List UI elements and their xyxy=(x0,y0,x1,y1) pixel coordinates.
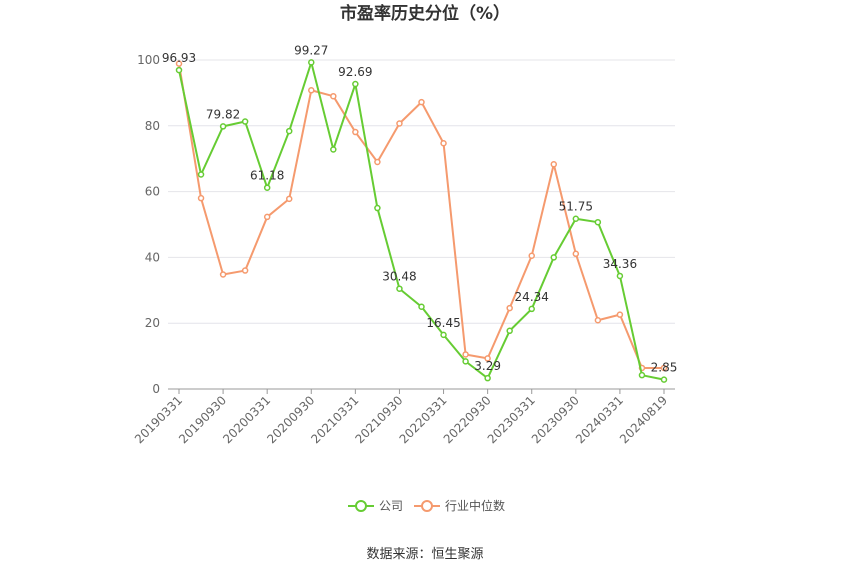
industry-median-point[interactable] xyxy=(418,98,425,106)
company-point[interactable] xyxy=(506,327,513,335)
industry-median-point[interactable] xyxy=(197,194,205,202)
industry-median-point[interactable] xyxy=(219,271,227,278)
industry-median-point[interactable] xyxy=(660,364,668,372)
series-layer xyxy=(175,59,668,383)
industry-median-point[interactable] xyxy=(396,120,403,127)
company-data-label: 2.85 xyxy=(651,361,678,375)
company-data-label: 61.18 xyxy=(250,169,284,183)
industry-median-point[interactable] xyxy=(484,355,491,362)
legend-industry-marker-icon xyxy=(421,500,433,512)
series-company xyxy=(175,59,668,383)
company-point[interactable] xyxy=(638,371,646,379)
company-data-label: 3.29 xyxy=(474,359,501,373)
industry-median-line xyxy=(178,63,664,369)
data-source: 数据来源：恒生聚源 xyxy=(366,547,483,562)
y-tick-label: 40 xyxy=(145,250,160,264)
company-point[interactable] xyxy=(616,272,624,280)
industry-median-point[interactable] xyxy=(462,351,469,358)
x-axis: 2019033120190930202003312020093020210331… xyxy=(132,388,675,446)
company-data-label: 51.75 xyxy=(559,200,593,214)
company-point[interactable] xyxy=(418,303,425,310)
legend-industry-label: 行业中位数 xyxy=(445,498,505,513)
company-point[interactable] xyxy=(462,358,469,365)
industry-median-point[interactable] xyxy=(616,311,624,318)
company-point[interactable] xyxy=(197,171,205,178)
y-axis: 0 20 40 60 80 100 xyxy=(137,53,160,396)
data-labels: 96.93 79.82 61.18 99.27 92.69 30.48 16.45 3.29 2… xyxy=(162,43,678,374)
company-data-label: 30.48 xyxy=(382,270,416,284)
company-data-label: 24.34 xyxy=(515,290,549,304)
legend-item-industry-median[interactable]: 行业中位数 xyxy=(414,498,505,513)
company-data-label: 16.45 xyxy=(426,316,460,330)
industry-median-point[interactable] xyxy=(285,195,293,203)
industry-median-point[interactable] xyxy=(330,92,337,100)
legend-company-marker-icon xyxy=(355,500,367,512)
company-point[interactable] xyxy=(484,374,491,382)
company-point[interactable] xyxy=(374,204,381,212)
x-tick-label: 20240819 xyxy=(617,393,670,446)
grid xyxy=(168,59,675,324)
industry-median-point[interactable] xyxy=(440,139,447,147)
company-point[interactable] xyxy=(594,218,602,226)
company-point[interactable] xyxy=(241,118,249,125)
industry-median-point[interactable] xyxy=(572,250,580,258)
company-point[interactable] xyxy=(660,376,668,383)
company-data-label: 96.93 xyxy=(162,51,196,65)
company-point[interactable] xyxy=(285,127,293,135)
company-point[interactable] xyxy=(263,184,271,191)
company-point[interactable] xyxy=(550,254,558,261)
company-point[interactable] xyxy=(440,331,447,339)
company-point[interactable] xyxy=(308,59,315,66)
company-point[interactable] xyxy=(175,66,183,74)
y-tick-label: 100 xyxy=(137,53,160,67)
industry-median-point[interactable] xyxy=(506,304,513,312)
y-tick-label: 20 xyxy=(145,316,160,330)
industry-median-point[interactable] xyxy=(241,267,249,274)
industry-median-point[interactable] xyxy=(374,158,381,166)
industry-median-point[interactable] xyxy=(550,161,558,168)
y-tick-label: 80 xyxy=(145,119,160,133)
industry-median-point[interactable] xyxy=(594,316,602,324)
industry-median-point[interactable] xyxy=(175,60,183,67)
company-data-label: 92.69 xyxy=(338,65,372,79)
y-tick-label: 60 xyxy=(145,185,160,199)
industry-median-point[interactable] xyxy=(352,128,359,136)
y-tick-label: 0 xyxy=(152,382,160,396)
company-data-label: 34.36 xyxy=(603,257,637,271)
industry-median-point[interactable] xyxy=(308,87,315,94)
legend: 公司 行业中位数 xyxy=(348,498,505,513)
company-line xyxy=(178,61,665,381)
company-point[interactable] xyxy=(352,80,359,88)
company-point[interactable] xyxy=(572,215,580,222)
company-point[interactable] xyxy=(396,285,403,292)
company-point[interactable] xyxy=(528,305,535,313)
company-data-label: 79.82 xyxy=(206,107,240,121)
company-data-label: 99.27 xyxy=(294,43,328,57)
company-point[interactable] xyxy=(330,146,337,153)
series-industry-median xyxy=(175,60,668,372)
industry-median-point[interactable] xyxy=(528,252,535,260)
chart-title: 市盈率历史分位（%） xyxy=(340,3,510,24)
industry-median-point[interactable] xyxy=(263,213,271,221)
legend-item-company[interactable]: 公司 xyxy=(348,499,403,513)
company-point[interactable] xyxy=(219,123,227,130)
legend-company-label: 公司 xyxy=(379,499,403,513)
